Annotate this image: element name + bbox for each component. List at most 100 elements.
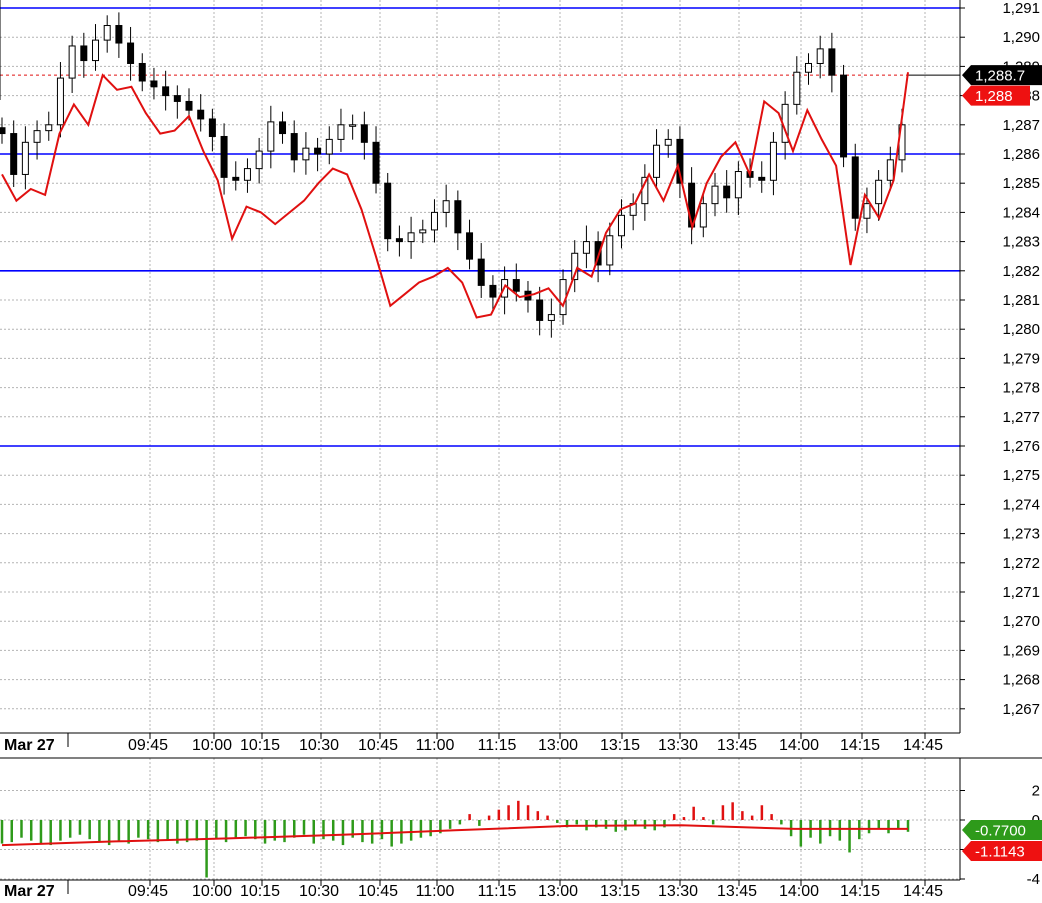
frame bbox=[0, 0, 1042, 881]
x-tick-label: 10:00 bbox=[192, 883, 232, 898]
candle-down bbox=[758, 176, 766, 181]
x-tick-label: 14:00 bbox=[779, 737, 819, 754]
candle-up bbox=[863, 203, 871, 219]
candle-down bbox=[208, 118, 216, 137]
candle-up bbox=[582, 241, 590, 254]
candle-down bbox=[395, 238, 403, 243]
y-tick-label: 1,284 bbox=[1002, 204, 1040, 221]
candle-up bbox=[419, 229, 427, 234]
x-tick-label: 13:30 bbox=[658, 883, 698, 898]
candle-up bbox=[617, 214, 625, 237]
x-tick-label: 10:30 bbox=[299, 737, 339, 754]
y-tick-label: 1,286 bbox=[1002, 146, 1040, 163]
y-tick-label: 1,287 bbox=[1002, 117, 1040, 134]
candles bbox=[0, 12, 906, 338]
histogram-value-badge-text: -0.7700 bbox=[975, 823, 1026, 840]
candle-up bbox=[21, 141, 29, 175]
candle-down bbox=[466, 232, 474, 260]
candle-down bbox=[594, 241, 602, 266]
y-tick-label: 1,291 bbox=[1002, 0, 1040, 17]
x-tick-label: 09:45 bbox=[128, 737, 168, 754]
value-badges: 1,288.7 1,288 -0.7700 -1.1143 bbox=[962, 65, 1042, 861]
candle-down bbox=[0, 127, 6, 135]
candle-up bbox=[56, 77, 64, 126]
candle-up bbox=[816, 48, 824, 64]
y-tick-label: 1,267 bbox=[1002, 701, 1040, 718]
x-tick-label: 14:00 bbox=[779, 883, 819, 898]
x-tick-label: 10:00 bbox=[192, 737, 232, 754]
candle-down bbox=[840, 74, 848, 158]
x-tick-label: 10:15 bbox=[240, 883, 280, 898]
candle-down bbox=[851, 156, 859, 219]
candle-down bbox=[290, 133, 298, 161]
candle-up bbox=[255, 150, 263, 170]
signal-value-badge-text: -1.1143 bbox=[975, 844, 1025, 861]
y-tick-label: 1,269 bbox=[1002, 642, 1040, 659]
candle-up bbox=[769, 141, 777, 181]
y-tick-label: 1,272 bbox=[1002, 555, 1040, 572]
candle-up bbox=[547, 314, 555, 321]
x-tick-label: 11:00 bbox=[416, 883, 455, 898]
candle-down bbox=[80, 45, 88, 62]
x-tick-label: 14:45 bbox=[903, 883, 943, 898]
candle-up bbox=[711, 185, 719, 205]
candle-down bbox=[360, 124, 368, 143]
x-tick-label: 09:45 bbox=[128, 883, 168, 898]
x-tick-label: 14:45 bbox=[903, 737, 943, 754]
red-line-series bbox=[1, 72, 909, 319]
y-tick-label: 1,270 bbox=[1002, 613, 1040, 630]
candle-down bbox=[220, 135, 228, 178]
last-price-badge-text: 1,288.7 bbox=[975, 68, 1025, 85]
x-tick-label: 11:15 bbox=[478, 883, 517, 898]
candle-up bbox=[430, 211, 438, 231]
candle-up bbox=[45, 124, 53, 132]
x-tick-label: 13:15 bbox=[600, 737, 640, 754]
y-tick-label: 1,271 bbox=[1002, 584, 1040, 601]
last-price-badge: 1,288.7 bbox=[962, 65, 1042, 86]
y-tick-label: 1,278 bbox=[1002, 380, 1040, 397]
candle-up bbox=[33, 130, 41, 143]
candle-up bbox=[804, 62, 812, 73]
candle-down bbox=[454, 200, 462, 234]
y-tick-label: 1,281 bbox=[1002, 292, 1040, 309]
axes: 1,2911,2901,2891,2881,2871,2861,2851,284… bbox=[4, 0, 1040, 900]
candle-down bbox=[723, 185, 731, 199]
osc-y-tick-label: 2 bbox=[1032, 783, 1040, 800]
candle-up bbox=[571, 252, 579, 281]
candle-up bbox=[699, 203, 707, 228]
red-line-badge-shape bbox=[962, 85, 1030, 106]
candle-down bbox=[536, 299, 544, 321]
red-series-line bbox=[1, 72, 909, 319]
candle-down bbox=[314, 147, 322, 155]
candle-up bbox=[793, 71, 801, 105]
candle-up bbox=[267, 121, 275, 152]
x-tick-label: 13:15 bbox=[600, 883, 640, 898]
x-tick-label: 13:00 bbox=[538, 883, 578, 898]
candle-up bbox=[734, 171, 742, 199]
candle-up bbox=[68, 45, 76, 79]
histogram-value-badge-shape bbox=[962, 820, 1042, 840]
y-tick-label: 1,275 bbox=[1002, 467, 1040, 484]
x-tick-label: 10:15 bbox=[240, 737, 280, 754]
y-tick-label: 1,273 bbox=[1002, 526, 1040, 543]
x-tick-label: 13:00 bbox=[538, 737, 578, 754]
date-label: Mar 27 bbox=[4, 737, 55, 754]
y-tick-label: 1,274 bbox=[1002, 496, 1040, 513]
candle-up bbox=[349, 124, 357, 127]
candle-down bbox=[162, 86, 170, 97]
y-tick-label: 1,290 bbox=[1002, 29, 1040, 46]
candle-down bbox=[232, 176, 240, 181]
candle-down bbox=[173, 95, 181, 102]
candle-up bbox=[302, 147, 310, 161]
y-tick-label: 1,279 bbox=[1002, 350, 1040, 367]
y-tick-label: 1,283 bbox=[1002, 234, 1040, 251]
x-tick-label: 13:45 bbox=[717, 883, 757, 898]
x-tick-label: 14:15 bbox=[840, 883, 880, 898]
x-tick-label: 10:30 bbox=[299, 883, 339, 898]
x-tick-label: 13:45 bbox=[717, 737, 757, 754]
y-tick-label: 1,276 bbox=[1002, 438, 1040, 455]
candle-up bbox=[886, 159, 894, 181]
